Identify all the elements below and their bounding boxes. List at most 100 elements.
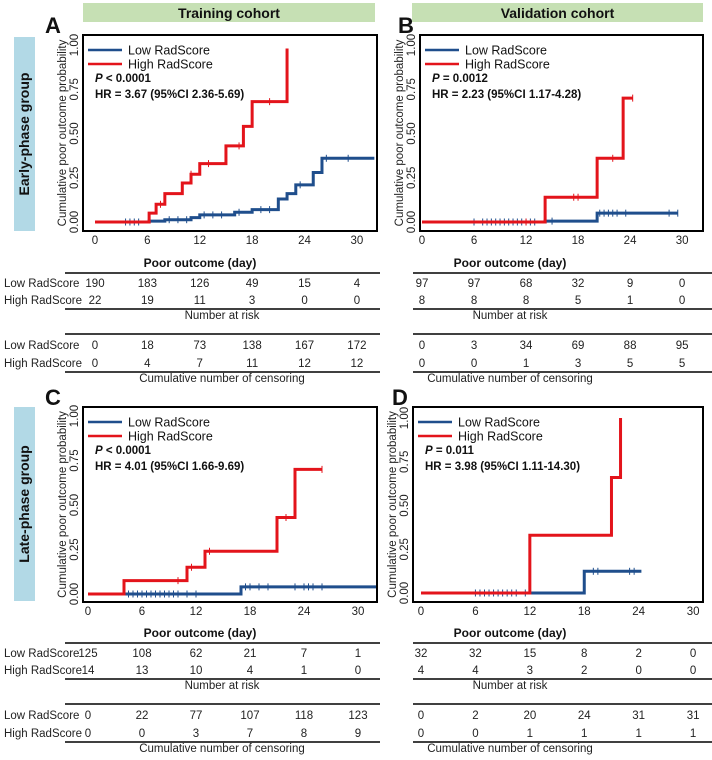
x-tick-label: 18 — [578, 606, 591, 618]
km-curve-high — [88, 467, 322, 596]
x-axis-label: Poor outcome (day) — [144, 256, 257, 270]
risk-cell-high: 1 — [627, 295, 633, 307]
p-symbol: P — [95, 445, 103, 457]
risk-table-title: Number at risk — [185, 310, 260, 322]
x-tick-label: 0 — [92, 235, 98, 247]
y-tick-label: 0.50 — [406, 122, 418, 144]
risk-cell-low: 0 — [690, 648, 696, 660]
censoring-cell-low: 172 — [347, 340, 366, 352]
censoring-cell-high: 0 — [85, 728, 91, 740]
plot-frame — [82, 34, 378, 232]
censoring-cell-low: 20 — [523, 710, 536, 722]
x-tick-label: 0 — [419, 235, 425, 247]
y-tick-label: 0.25 — [69, 538, 81, 560]
censoring-cell-low: 77 — [190, 710, 203, 722]
risk-cell-high: 4 — [247, 665, 254, 677]
censoring-cell-high: 12 — [298, 358, 311, 370]
km-curve-high — [422, 96, 633, 224]
row-label: High RadScore — [4, 295, 82, 307]
p-value: P = 0.0012 — [432, 73, 488, 85]
y-tick-label: 1.00 — [399, 407, 411, 429]
p-symbol: P — [432, 73, 440, 85]
p-value-text: = 0.0012 — [440, 73, 488, 85]
risk-cell-low: 1 — [355, 648, 361, 660]
risk-cell-low: 32 — [415, 648, 428, 660]
panel-letter: B — [398, 13, 414, 38]
x-tick-label: 12 — [193, 235, 206, 247]
y-tick-label: 0.50 — [69, 494, 81, 516]
group-label: Early-phase group — [16, 73, 32, 196]
y-axis-label: Cumulative poor outcome probability — [387, 411, 399, 598]
risk-cell-low: 32 — [469, 648, 482, 660]
censoring-cell-high: 9 — [355, 728, 361, 740]
y-axis-label: Cumulative poor outcome probability — [57, 411, 69, 598]
x-tick-label: 12 — [523, 606, 536, 618]
legend-label: Low RadScore — [458, 416, 540, 430]
censoring-cell-high: 8 — [301, 728, 307, 740]
censoring-cell-low: 69 — [572, 340, 585, 352]
hazard-ratio: HR = 2.23 (95%CI 1.17-4.28) — [432, 89, 581, 101]
x-tick-label: 24 — [624, 235, 637, 247]
censoring-cell-low: 0 — [92, 340, 98, 352]
row-label: High RadScore — [4, 358, 82, 370]
x-tick-label: 6 — [144, 235, 150, 247]
row-label: High RadScore — [4, 665, 82, 677]
censoring-cell-high: 1 — [635, 728, 641, 740]
risk-table-title: Number at risk — [185, 680, 260, 692]
censoring-cell-low: 3 — [471, 340, 477, 352]
risk-cell-low: 32 — [572, 278, 585, 290]
risk-cell-low: 8 — [581, 648, 587, 660]
x-tick-label: 0 — [418, 606, 424, 618]
y-tick-label: 0.75 — [69, 78, 81, 100]
panel-letter: C — [45, 385, 61, 410]
risk-cell-low: 183 — [138, 278, 157, 290]
censoring-cell-high: 3 — [575, 358, 581, 370]
risk-cell-low: 4 — [354, 278, 361, 290]
y-tick-label: 0.25 — [399, 538, 411, 560]
censoring-cell-high: 1 — [527, 728, 533, 740]
censoring-cell-high: 0 — [472, 728, 478, 740]
censoring-cell-high: 0 — [92, 358, 98, 370]
km-curve-low — [95, 156, 375, 224]
censoring-cell-high: 5 — [627, 358, 633, 370]
censoring-cell-high: 7 — [247, 728, 253, 740]
cohort-header-bar — [83, 3, 375, 22]
hazard-ratio: HR = 4.01 (95%CI 1.66-9.69) — [95, 461, 244, 473]
cohort-header: Validation cohort — [501, 5, 615, 21]
row-label: Low RadScore — [4, 340, 79, 352]
group-side-bar — [14, 407, 35, 601]
risk-cell-high: 3 — [249, 295, 255, 307]
risk-cell-high: 4 — [418, 665, 425, 677]
risk-cell-low: 21 — [244, 648, 257, 660]
x-tick-label: 30 — [351, 235, 364, 247]
risk-cell-high: 8 — [471, 295, 477, 307]
legend-label: Low RadScore — [465, 44, 547, 58]
risk-cell-low: 15 — [523, 648, 536, 660]
risk-cell-high: 2 — [581, 665, 587, 677]
plot-frame — [412, 406, 704, 603]
cohort-header-bar — [412, 3, 703, 22]
censoring-cell-high: 0 — [418, 728, 424, 740]
x-tick-label: 18 — [246, 235, 259, 247]
censoring-cell-high: 0 — [419, 358, 425, 370]
p-symbol: P — [95, 73, 103, 85]
risk-cell-low: 0 — [679, 278, 685, 290]
risk-cell-low: 49 — [246, 278, 259, 290]
censoring-cell-high: 0 — [139, 728, 145, 740]
p-value: P < 0.0001 — [95, 73, 152, 85]
risk-cell-low: 126 — [190, 278, 209, 290]
risk-cell-high: 0 — [679, 295, 685, 307]
y-tick-label: 1.00 — [69, 405, 81, 427]
risk-cell-high: 8 — [419, 295, 425, 307]
risk-cell-low: 97 — [416, 278, 429, 290]
censoring-cell-low: 18 — [141, 340, 154, 352]
p-symbol: P — [425, 445, 433, 457]
censoring-cell-low: 31 — [632, 710, 645, 722]
risk-table-title: Number at risk — [473, 310, 548, 322]
risk-cell-low: 125 — [78, 648, 97, 660]
y-tick-label: 0.25 — [69, 167, 81, 189]
censoring-cell-high: 1 — [690, 728, 696, 740]
risk-cell-high: 5 — [575, 295, 581, 307]
censoring-cell-low: 0 — [418, 710, 424, 722]
